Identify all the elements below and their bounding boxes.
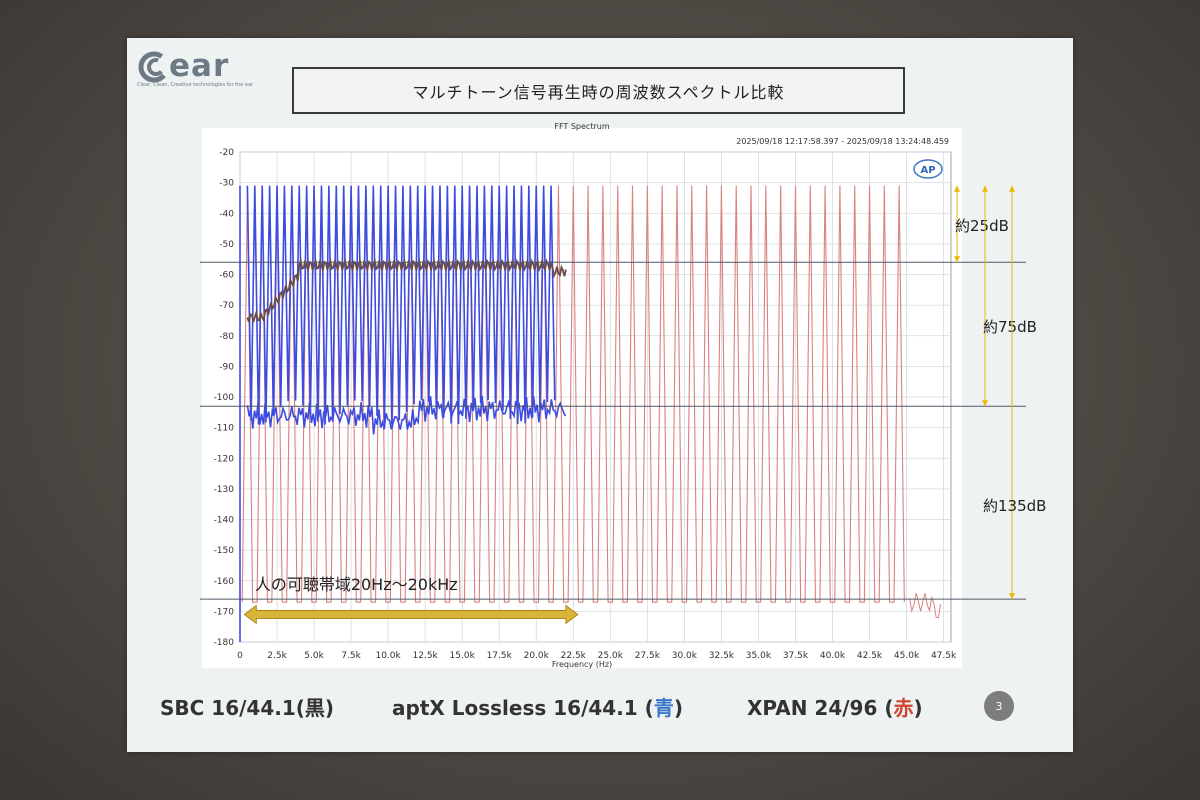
db-range-label: 約25dB: [955, 217, 1009, 235]
x-tick-label: 27.5k: [635, 651, 661, 661]
caption-xpan-close: ): [913, 696, 923, 720]
arrow-head-up-icon: [954, 185, 960, 192]
caption-aptx-close: ): [673, 696, 683, 720]
y-tick-label: -50: [219, 240, 234, 250]
caption-aptx: aptX Lossless 16/44.1 (青): [392, 692, 683, 721]
xpan-tail-noise: [909, 592, 942, 619]
y-tick-label: -60: [219, 271, 234, 281]
slide-title: マルチトーン信号再生時の周波数スペクトル比較: [292, 67, 905, 114]
logo-wordmark: ear: [169, 48, 230, 84]
x-tick-label: 45.0k: [894, 651, 920, 661]
caption-sbc-label: SBC 16/44.1(: [160, 696, 305, 720]
x-tick-label: 17.5k: [487, 651, 513, 661]
fft-spectrum-chart: -20 -30 -40 -50 -60 -70 -80 -90 -100 -110 -120 -130…: [200, 122, 1046, 669]
x-tick-label: 12.5k: [413, 651, 439, 661]
caption-xpan-label: XPAN 24/96 (: [747, 696, 894, 720]
y-tick-label: -100: [214, 393, 235, 403]
db-range-label: 約75dB: [983, 318, 1037, 336]
chart-timestamp: 2025/09/18 12:17:58.397 - 2025/09/18 13:…: [736, 137, 949, 146]
logo-tagline: Clear, Clean, Creative technologies for …: [137, 82, 254, 88]
y-tick-label: -140: [214, 516, 235, 526]
y-tick-label: -110: [214, 424, 235, 434]
y-tick-label: -120: [214, 454, 235, 464]
caption-sbc-color-word: 黒: [304, 696, 325, 720]
logo-mark-icon: [138, 51, 170, 83]
caption-xpan: XPAN 24/96 (赤): [747, 692, 923, 721]
x-tick-label: 32.5k: [709, 651, 735, 661]
x-tick-label: 40.0k: [820, 651, 846, 661]
x-tick-label: 15.0k: [450, 651, 476, 661]
x-tick-label: 10.0k: [375, 651, 401, 661]
ap-badge: AP: [913, 159, 943, 179]
arrow-head-down-icon: [1009, 593, 1015, 600]
arrow-head-down-icon: [982, 400, 988, 407]
cear-logo: ear Clear, Clean, Creative technologies …: [137, 46, 262, 90]
ap-badge-text: AP: [920, 165, 935, 176]
x-tick-label: 0: [237, 651, 243, 661]
y-tick-label: -80: [219, 332, 234, 342]
caption-xpan-color-word: 赤: [893, 696, 914, 720]
y-tick-label: -70: [219, 301, 234, 311]
chart-title: FFT Spectrum: [554, 122, 609, 131]
y-tick-label: -130: [214, 485, 235, 495]
x-tick-label: 42.5k: [857, 651, 883, 661]
y-tick-label: -150: [214, 546, 235, 556]
arrow-head-up-icon: [1009, 185, 1015, 192]
y-tick-label: -180: [214, 638, 235, 648]
x-tick-label: 22.5k: [561, 651, 587, 661]
x-tick-label: 35.0k: [746, 651, 772, 661]
y-tick-label: -90: [219, 362, 234, 372]
caption-aptx-color-word: 青: [653, 696, 674, 720]
page-number-badge: 3: [984, 691, 1014, 721]
x-tick-label: 20.0k: [524, 651, 550, 661]
caption-aptx-label: aptX Lossless 16/44.1 (: [392, 696, 654, 720]
y-tick-label: -160: [214, 577, 235, 587]
x-tick-label: 5.0k: [304, 651, 324, 661]
caption-sbc: SBC 16/44.1(黒): [160, 692, 334, 721]
x-axis-label: Frequency (Hz): [552, 660, 612, 669]
y-tick-label: -40: [219, 209, 234, 219]
y-tick-label: -20: [219, 148, 234, 158]
y-tick-label: -170: [214, 607, 235, 617]
arrow-head-up-icon: [982, 185, 988, 192]
x-tick-label: 37.5k: [783, 651, 809, 661]
y-tick-label: -30: [219, 179, 234, 189]
x-tick-label: 25.0k: [598, 651, 624, 661]
x-tick-label: 7.5k: [341, 651, 361, 661]
aptx-noise-floor: [246, 395, 567, 435]
caption-sbc-close: ): [324, 696, 335, 720]
arrow-head-down-icon: [954, 256, 960, 263]
x-tick-label: 47.5k: [931, 651, 957, 661]
audible-band-arrow-icon: [243, 604, 579, 625]
x-tick-label: 30.0k: [672, 651, 698, 661]
audible-band-label: 人の可聴帯域20Hz～20kHz: [255, 575, 458, 594]
db-range-label: 約135dB: [983, 497, 1046, 515]
sbc-noise-floor: [246, 257, 567, 324]
slide: ear Clear, Clean, Creative technologies …: [127, 38, 1073, 752]
aptx-trace: [246, 185, 556, 425]
x-tick-label: 2.5k: [267, 651, 287, 661]
